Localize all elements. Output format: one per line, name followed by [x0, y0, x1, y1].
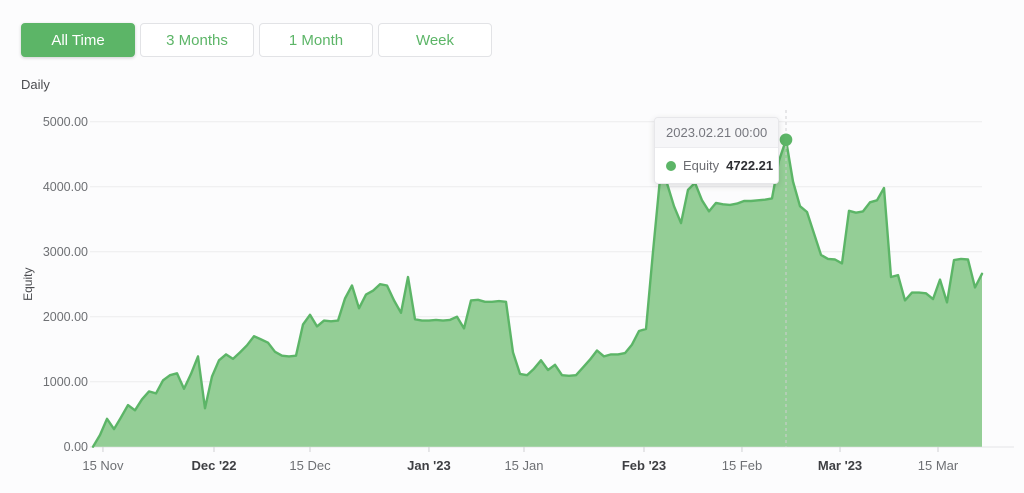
y-axis-tick-label: 3000.00 — [43, 245, 88, 259]
tab-week[interactable]: Week — [378, 23, 492, 57]
x-axis-tick-label: Jan '23 — [407, 458, 451, 473]
equity-line — [91, 138, 984, 448]
tooltip-date: 2023.02.21 00:00 — [655, 118, 778, 148]
tooltip-series-value: 4722.21 — [726, 158, 774, 173]
x-axis-tick-label: 15 Nov — [82, 458, 124, 473]
tab-all-time[interactable]: All Time — [21, 23, 135, 57]
y-axis-tick-label: 5000.00 — [43, 115, 88, 129]
y-axis-tick-label: 0.00 — [64, 440, 88, 454]
y-axis-tick-label: 2000.00 — [43, 310, 88, 324]
series-marker-dot — [666, 160, 676, 171]
x-axis-tick-label: Dec '22 — [191, 458, 236, 473]
tab-1-month[interactable]: 1 Month — [259, 23, 373, 57]
y-axis-title: Equity — [21, 268, 35, 301]
x-axis-tick-label: 15 Feb — [722, 458, 762, 473]
equity-area — [93, 139, 982, 447]
x-axis-tick-label: Mar '23 — [818, 458, 862, 473]
highlight-point — [779, 133, 793, 147]
tooltip-series-name: Equity — [683, 158, 720, 173]
granularity-label: Daily — [21, 77, 50, 92]
x-axis-tick-label: Feb '23 — [622, 458, 666, 473]
tooltip-body: Equity 4722.21 — [655, 148, 778, 183]
time-range-toolbar: All Time 3 Months 1 Month Week — [21, 23, 492, 57]
x-axis-tick-label: 15 Jan — [504, 458, 543, 473]
chart-tooltip: 2023.02.21 00:00 Equity 4722.21 — [654, 117, 779, 184]
y-axis-tick-label: 1000.00 — [43, 375, 88, 389]
y-axis-tick-label: 4000.00 — [43, 180, 88, 194]
x-axis-tick-label: 15 Dec — [289, 458, 331, 473]
tab-3-months[interactable]: 3 Months — [140, 23, 254, 57]
x-axis-tick-label: 15 Mar — [918, 458, 959, 473]
